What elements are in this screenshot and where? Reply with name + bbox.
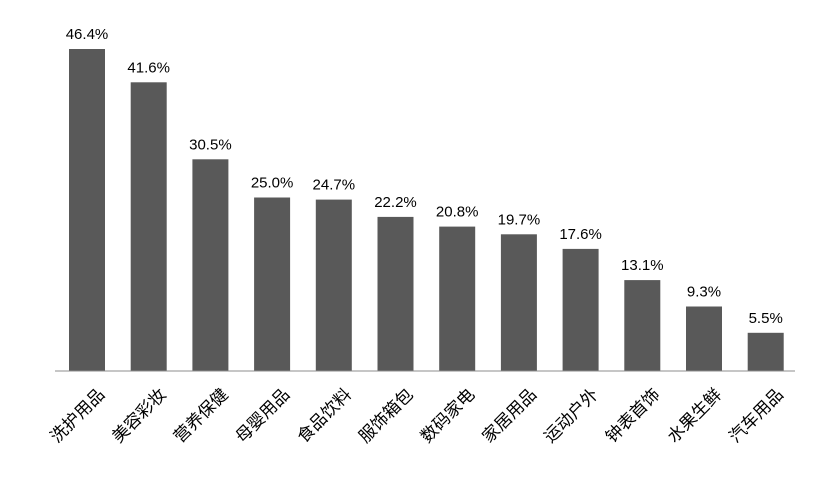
bar-8 (500, 234, 537, 371)
value-label-11: 9.3% (687, 284, 721, 301)
value-label-2: 41.6% (127, 59, 170, 76)
x-tick-label-10: 钟表首饰 (602, 385, 664, 447)
x-tick-label-3: 营养保健 (170, 385, 232, 447)
x-tick-label-12: 汽车用品 (725, 385, 787, 447)
value-label-1: 46.4% (66, 26, 109, 43)
x-tick-label-7: 数码家电 (417, 385, 479, 447)
value-label-6: 22.2% (374, 194, 417, 211)
value-label-10: 13.1% (621, 257, 664, 274)
x-tick-label-9: 运动户外 (540, 385, 602, 447)
x-tick-label-11: 水果生鲜 (664, 385, 726, 447)
value-label-8: 19.7% (498, 211, 541, 228)
value-label-4: 25.0% (251, 175, 294, 192)
bar-4 (254, 197, 291, 371)
bars-layer (69, 49, 784, 372)
bar-9 (562, 248, 599, 371)
x-tick-label-6: 服饰箱包 (355, 385, 417, 447)
bar-1 (69, 49, 105, 371)
x-tick-labels: 洗护用品 美容彩妆 营养保健 母婴用品 食品饮料 服饰箱包 数码家电 家居用品 运动户外 钟表首饰… (47, 385, 788, 447)
value-labels-layer: 46.4% 41.6% 30.5% 25.0% 24.7% 22.2% 20.8% 19.7%… (66, 26, 783, 327)
bar-12 (747, 332, 784, 371)
bar-3 (192, 159, 229, 371)
value-label-7: 20.8% (436, 204, 479, 221)
value-label-12: 5.5% (749, 310, 783, 327)
value-label-3: 30.5% (189, 136, 232, 153)
x-tick-label-1: 洗护用品 (47, 385, 109, 447)
x-tick-label-4: 母婴用品 (232, 385, 294, 447)
x-tick-label-2: 美容彩妆 (108, 385, 170, 447)
bar-7 (439, 226, 476, 371)
x-tick-label-5: 食品饮料 (294, 385, 356, 447)
bar-2 (130, 82, 167, 372)
bar-10 (624, 280, 661, 371)
bar-5 (315, 199, 352, 371)
x-tick-label-8: 家居用品 (479, 385, 541, 447)
bar-11 (686, 306, 722, 371)
bar-6 (377, 216, 414, 371)
value-label-9: 17.6% (559, 226, 602, 243)
value-label-5: 24.7% (313, 177, 356, 194)
